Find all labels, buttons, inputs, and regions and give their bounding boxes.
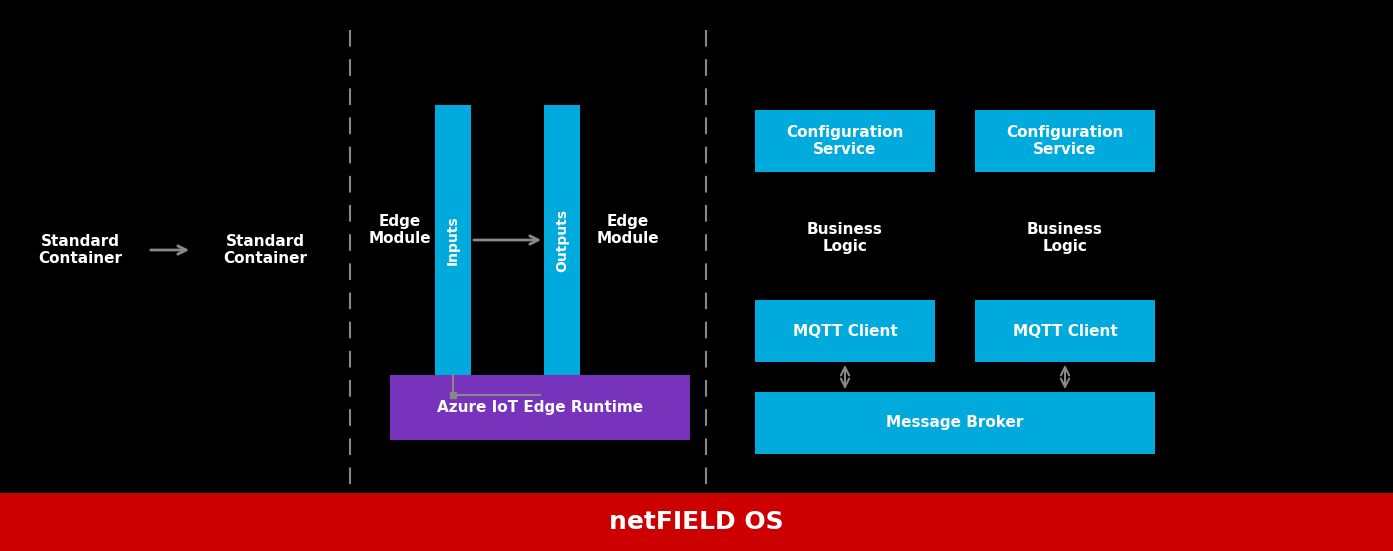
FancyBboxPatch shape bbox=[755, 300, 935, 362]
FancyBboxPatch shape bbox=[975, 300, 1155, 362]
FancyBboxPatch shape bbox=[545, 105, 579, 375]
Text: Azure IoT Edge Runtime: Azure IoT Edge Runtime bbox=[437, 400, 644, 415]
Text: netFIELD OS: netFIELD OS bbox=[609, 510, 784, 534]
Text: Business
Logic: Business Logic bbox=[1027, 222, 1103, 254]
FancyBboxPatch shape bbox=[755, 110, 935, 172]
Text: Inputs: Inputs bbox=[446, 215, 460, 265]
FancyBboxPatch shape bbox=[435, 105, 471, 375]
FancyBboxPatch shape bbox=[975, 110, 1155, 172]
Text: Edge
Module: Edge Module bbox=[596, 214, 659, 246]
Text: Configuration
Service: Configuration Service bbox=[786, 125, 904, 157]
Text: Business
Logic: Business Logic bbox=[807, 222, 883, 254]
Text: Outputs: Outputs bbox=[554, 208, 568, 272]
Text: Standard
Container: Standard Container bbox=[38, 234, 123, 266]
Text: Standard
Container: Standard Container bbox=[223, 234, 306, 266]
FancyBboxPatch shape bbox=[390, 375, 690, 440]
FancyBboxPatch shape bbox=[755, 392, 1155, 454]
FancyBboxPatch shape bbox=[0, 493, 1393, 551]
Text: Edge
Module: Edge Module bbox=[369, 214, 432, 246]
Text: Configuration
Service: Configuration Service bbox=[1006, 125, 1124, 157]
Text: MQTT Client: MQTT Client bbox=[793, 323, 897, 338]
Text: Message Broker: Message Broker bbox=[886, 415, 1024, 430]
Text: MQTT Client: MQTT Client bbox=[1013, 323, 1117, 338]
